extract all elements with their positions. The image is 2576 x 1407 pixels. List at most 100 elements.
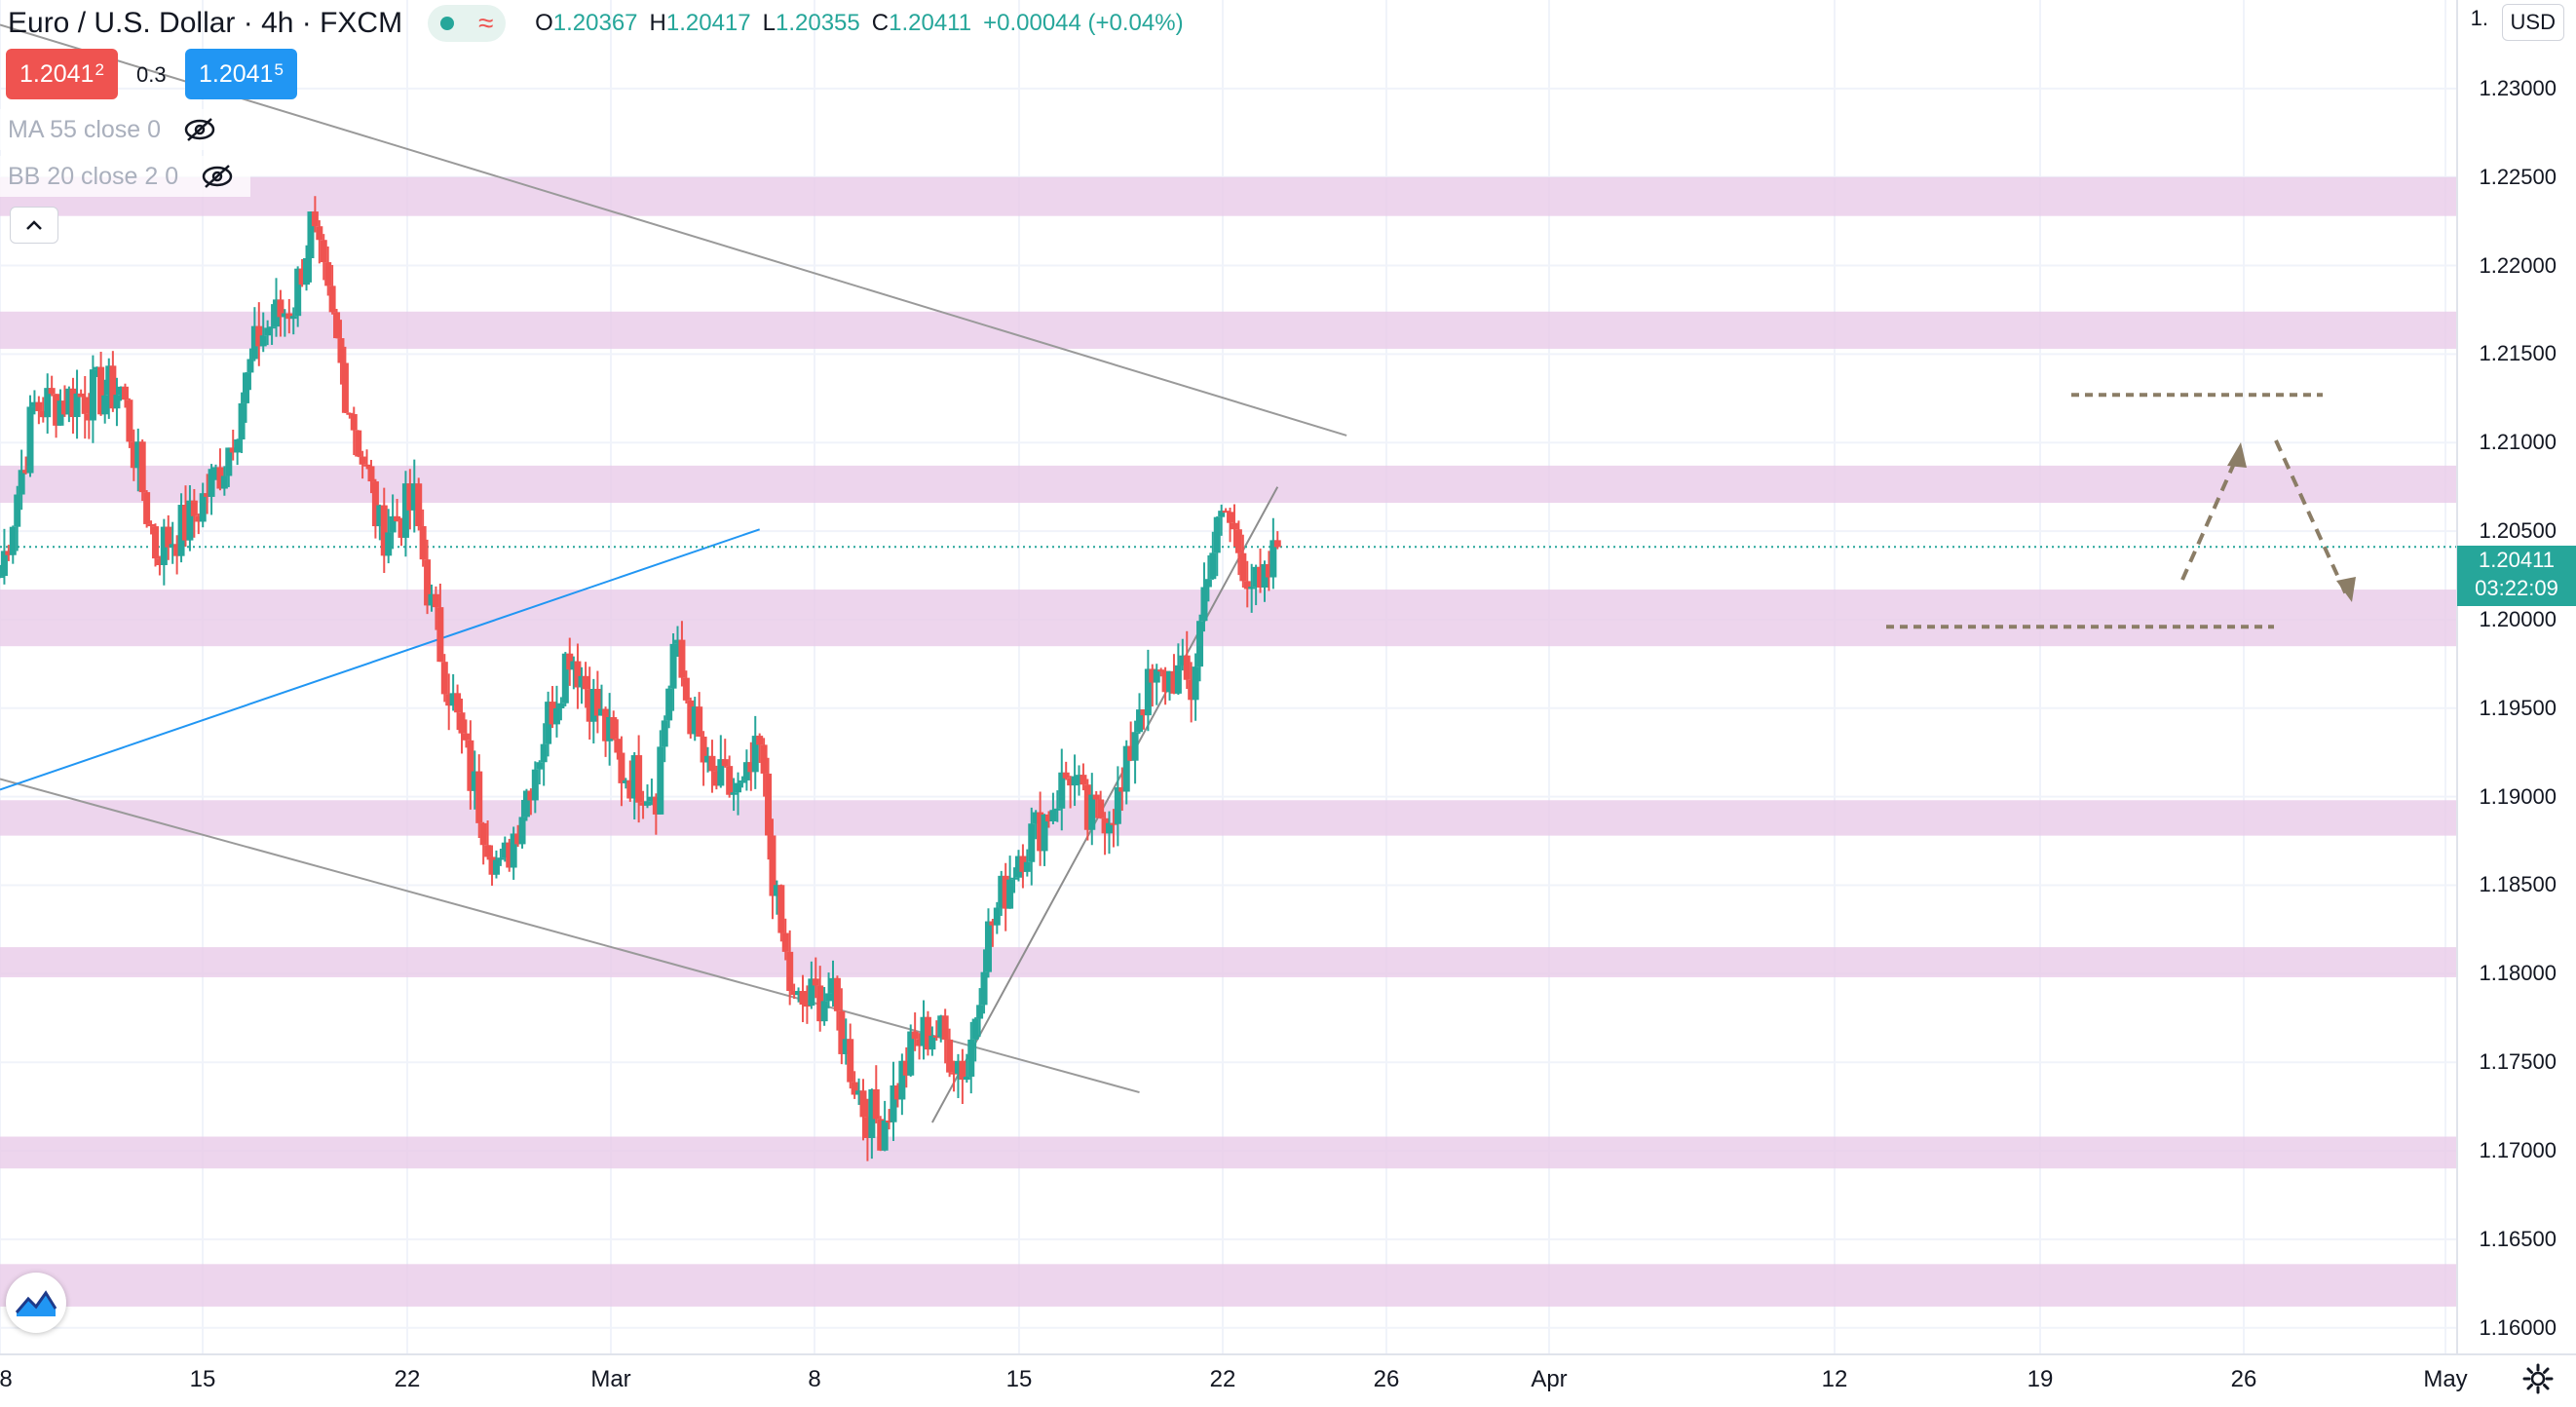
candle-body (868, 1088, 876, 1138)
candle-body (648, 796, 656, 802)
eye-off-icon[interactable] (182, 117, 217, 142)
buy-button[interactable]: 1.2041 5 (185, 49, 297, 99)
indicator-ma55[interactable]: MA 55 close 0 (0, 109, 234, 150)
projection-arrows (1886, 393, 2356, 629)
wave-icon: ≈ (478, 8, 494, 38)
candle-body (536, 762, 544, 770)
time-tick-label: Mar (590, 1366, 631, 1392)
candle-body (285, 313, 293, 320)
gear-icon[interactable] (2521, 1362, 2555, 1395)
candle-body (644, 801, 651, 806)
sell-button[interactable]: 1.2041 2 (6, 49, 118, 99)
price-tick-label: 1.22500 (2479, 164, 2557, 189)
eye-off-icon[interactable] (200, 164, 235, 189)
candle-body (872, 1088, 880, 1120)
arrow-head (2227, 442, 2247, 468)
candle-body (475, 771, 483, 823)
candle-body (190, 500, 198, 516)
price-tick-label: 1.17500 (2479, 1049, 2557, 1075)
candle-body (833, 977, 841, 1011)
candle-body (440, 662, 448, 695)
candle-body (350, 413, 358, 431)
projection-up-arrow (2180, 447, 2243, 581)
candle-body (606, 717, 614, 742)
candle-body (428, 593, 436, 606)
time-tick-label: 22 (1209, 1366, 1236, 1392)
candle-body (829, 977, 837, 994)
candle-body (69, 388, 77, 418)
candle-body (751, 736, 759, 773)
candle-body (277, 299, 284, 318)
indicator-bb20[interactable]: BB 20 close 2 0 (0, 156, 251, 197)
market-status[interactable]: ≈ (428, 5, 507, 42)
candle-body (739, 780, 746, 783)
candle-body (1188, 679, 1195, 701)
currency-button[interactable]: USD (2501, 4, 2564, 41)
candle-body (1183, 655, 1191, 680)
candle-body (907, 1031, 915, 1076)
candle-body (622, 780, 629, 783)
tradingview-logo-button[interactable] (6, 1273, 66, 1333)
candle-body (890, 1084, 897, 1122)
candle-body (639, 802, 647, 806)
time-tick-label: 26 (2230, 1366, 2257, 1392)
candle-body (704, 755, 712, 763)
symbol-title[interactable]: Euro / U.S. Dollar · 4h · FXCM (8, 7, 403, 39)
candle-body (682, 677, 690, 701)
candle-body (549, 702, 556, 725)
support-resistance-zones (0, 176, 2457, 1307)
candle-body (177, 505, 185, 556)
candle-body (246, 359, 254, 373)
candle-body (635, 755, 643, 803)
time-tick-label: 8 (0, 1366, 13, 1392)
candle-body (932, 1035, 940, 1038)
candle-body (1196, 621, 1204, 667)
candle-body (557, 703, 565, 708)
candle-body (346, 412, 354, 415)
candle-body (311, 211, 319, 227)
candle-body (1166, 670, 1174, 693)
candle-body (963, 1076, 970, 1081)
candle-body (1153, 669, 1160, 683)
price-tick-label: 1.20500 (2479, 518, 2557, 544)
candle-body (1062, 772, 1070, 779)
last-price-tag: 1.20411 03:22:09 (2457, 546, 2576, 606)
candle-body (1149, 668, 1156, 683)
indicator-label: BB 20 close 2 0 (8, 162, 179, 190)
candle-body (851, 1082, 858, 1095)
blue-trendline (0, 528, 761, 791)
candle-body (1041, 814, 1048, 852)
candle-body (1002, 875, 1009, 909)
candle-body (492, 859, 500, 875)
candle-body (60, 400, 68, 415)
time-tick-label: 8 (808, 1366, 821, 1392)
collapse-legend-button[interactable] (10, 207, 58, 244)
candle-body (950, 1072, 958, 1075)
candle-body (1118, 787, 1126, 792)
candle-body (657, 746, 664, 815)
candle-body (652, 796, 660, 815)
candle-body (238, 402, 246, 440)
candle-body (0, 576, 4, 579)
candle-body (808, 978, 815, 1007)
candle-body (385, 532, 393, 556)
candle-body (445, 694, 453, 706)
candle-body (847, 1039, 854, 1083)
candle-body (1058, 772, 1066, 809)
ohlc-change: +0.00044 (+0.04%) (983, 10, 1184, 36)
candle-body (30, 401, 38, 407)
candle-body (324, 262, 332, 286)
candle-body (799, 990, 807, 1006)
candle-body (790, 991, 798, 996)
candle-body (5, 551, 13, 555)
candle-body (1006, 879, 1014, 909)
candle-body (1204, 579, 1212, 588)
candle-body (44, 388, 52, 418)
candle-body (259, 335, 267, 347)
candle-body (691, 706, 699, 735)
candle-body (928, 1035, 936, 1050)
candle-body (971, 1018, 979, 1040)
candle-body (488, 856, 496, 875)
candle-body (582, 675, 589, 690)
